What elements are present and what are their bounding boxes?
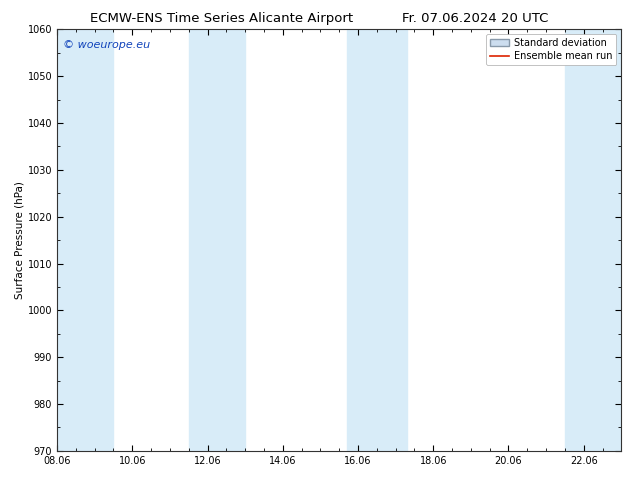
Text: Fr. 07.06.2024 20 UTC: Fr. 07.06.2024 20 UTC xyxy=(403,12,548,25)
Bar xyxy=(347,29,407,451)
Bar xyxy=(57,29,113,451)
Legend: Standard deviation, Ensemble mean run: Standard deviation, Ensemble mean run xyxy=(486,34,616,65)
Y-axis label: Surface Pressure (hPa): Surface Pressure (hPa) xyxy=(15,181,25,299)
Text: © woeurope.eu: © woeurope.eu xyxy=(63,40,150,50)
Text: ECMW-ENS Time Series Alicante Airport: ECMW-ENS Time Series Alicante Airport xyxy=(90,12,354,25)
Bar xyxy=(565,29,621,451)
Bar xyxy=(189,29,245,451)
